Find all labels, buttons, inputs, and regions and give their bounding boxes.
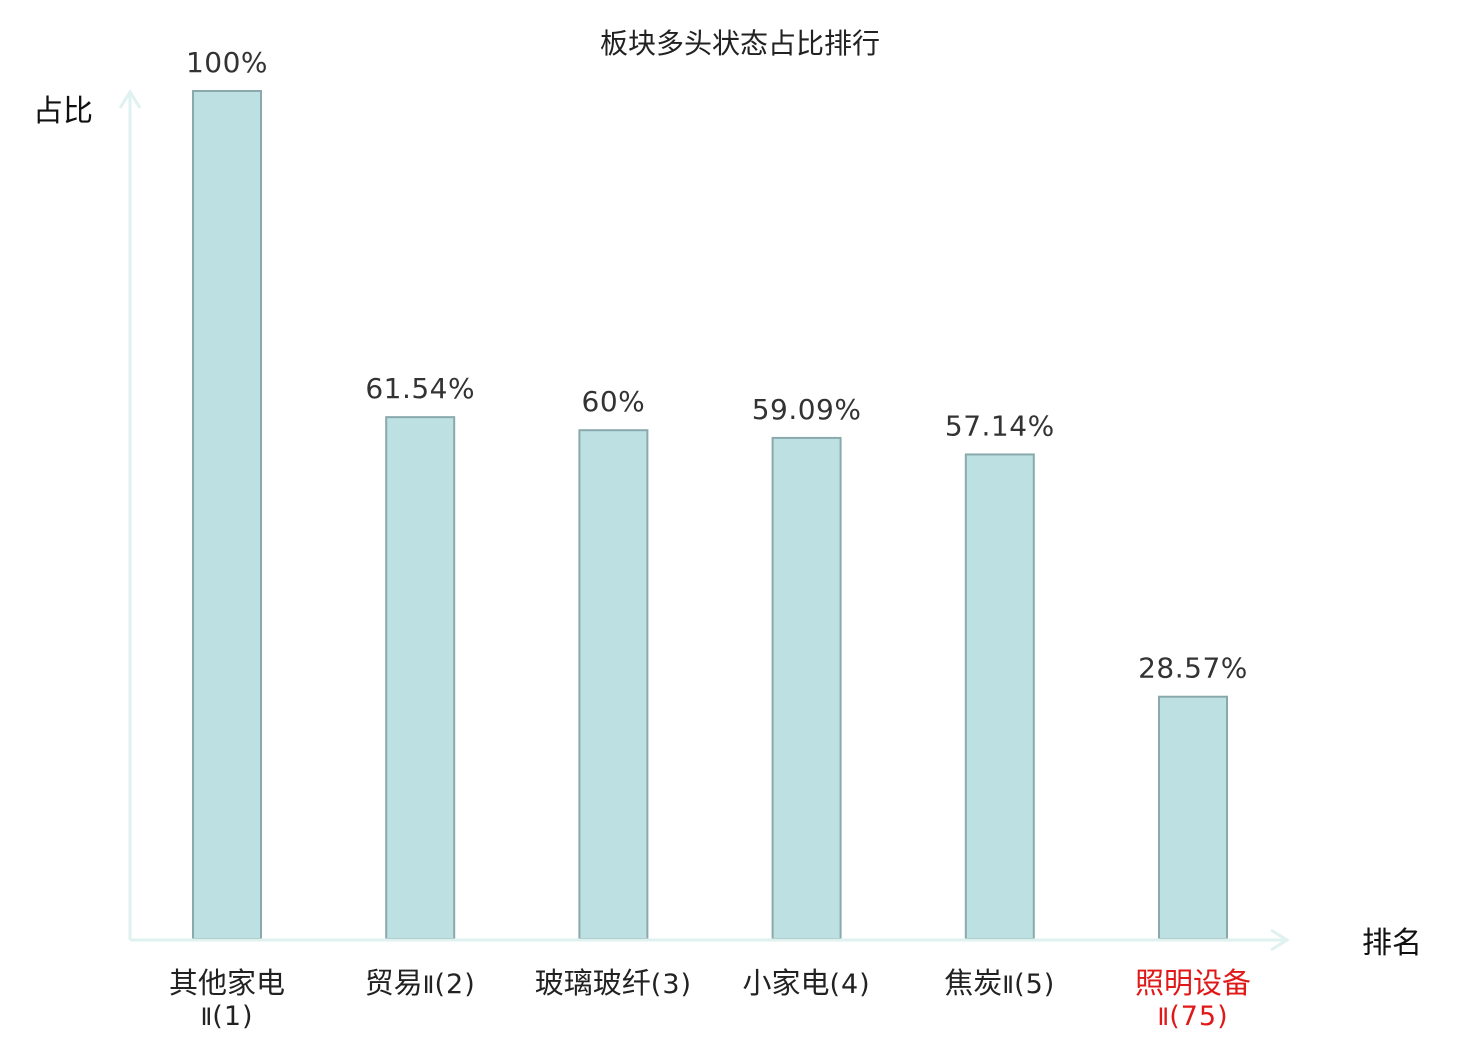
x-axis-label: 排名 — [1362, 926, 1422, 961]
bar — [578, 429, 649, 940]
bar-value-label: 28.57% — [1138, 652, 1248, 685]
chart-title: 板块多头状态占比排行 — [600, 27, 880, 60]
bar — [771, 436, 842, 940]
bar-value-label: 57.14% — [945, 409, 1055, 442]
bars-group: 100% 61.54% 60% 59.09% 57.14% 28.57% — [186, 46, 1248, 940]
x-axis — [130, 928, 1290, 952]
category-labels: 其他家电 Ⅱ(1) 贸易Ⅱ(2) 玻璃玻纤(3) 小家电(4) 焦炭Ⅱ(5) 照明设备 Ⅱ(7… — [169, 966, 1251, 1032]
x-tick-label: 其他家电 Ⅱ(1) — [169, 966, 285, 1032]
x-tick-label: 玻璃玻纤(3) — [535, 966, 692, 1000]
y-axis-arrow-icon — [118, 89, 142, 109]
bar — [964, 453, 1035, 940]
x-axis-arrow-icon — [1270, 928, 1290, 952]
bar-value-label: 61.54% — [365, 372, 475, 405]
y-axis — [118, 89, 142, 940]
x-tick-label: 小家电(4) — [742, 966, 870, 1000]
x-tick-label: 贸易Ⅱ(2) — [365, 966, 476, 1000]
bar — [192, 90, 262, 940]
bar-value-label: 100% — [186, 46, 268, 79]
x-tick-label: 照明设备 Ⅱ(75) — [1135, 966, 1251, 1032]
bar — [1158, 695, 1228, 940]
bar — [385, 416, 456, 940]
y-axis-label: 占比 — [33, 94, 93, 129]
bar-value-label: 60% — [582, 385, 646, 418]
x-tick-label: 焦炭Ⅱ(5) — [944, 966, 1055, 1000]
bar-value-label: 59.09% — [752, 393, 862, 426]
